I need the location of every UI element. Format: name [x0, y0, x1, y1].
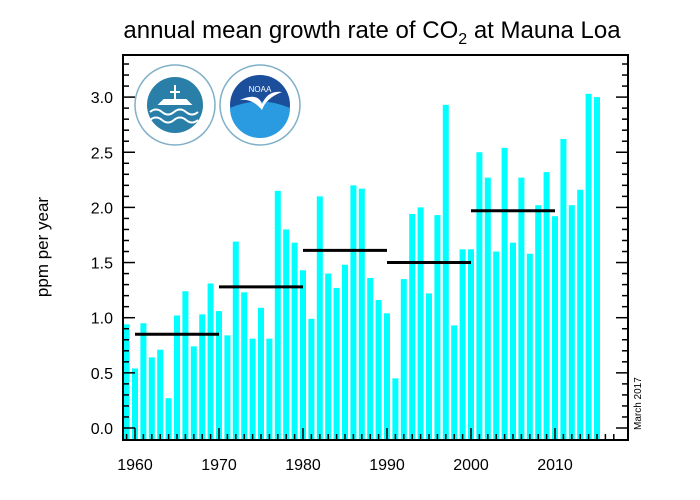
scripps-logo — [134, 64, 216, 146]
bar-2004 — [501, 147, 508, 440]
bar-2000 — [468, 249, 474, 440]
bar-1984 — [333, 287, 340, 440]
bar-1973 — [241, 292, 248, 440]
bar-2011 — [560, 139, 567, 440]
bar-1979 — [291, 242, 298, 440]
bar-1999 — [459, 249, 466, 440]
x-tick-label: 1990 — [369, 457, 405, 474]
bar-2012 — [568, 205, 575, 440]
bar-1974 — [249, 338, 256, 440]
bar-1977 — [274, 190, 281, 440]
x-tick-label: 1980 — [285, 457, 321, 474]
title-main: annual mean growth rate of CO — [123, 17, 458, 44]
bar-1970 — [216, 311, 222, 440]
bar-1965 — [174, 315, 180, 440]
plot-frame — [122, 54, 629, 441]
bar-1987 — [358, 188, 365, 440]
y-tick-label: 1.0 — [91, 311, 113, 328]
x-tick-label: 1960 — [117, 457, 153, 474]
bar-1993 — [409, 214, 416, 440]
bar-1983 — [325, 273, 332, 440]
y-tick-label: 1.5 — [91, 256, 113, 273]
title-suffix: at Mauna Loa — [467, 17, 621, 44]
bar-1976 — [266, 338, 273, 440]
y-tick-label: 2.0 — [91, 200, 113, 217]
bar-2001 — [476, 152, 483, 440]
bar-1985 — [342, 264, 348, 440]
bar-2005 — [510, 242, 516, 440]
date-annotation: March 2017 — [633, 377, 644, 430]
y-tick-label: 0.0 — [91, 421, 113, 438]
bar-1989 — [375, 300, 382, 440]
bar-2015 — [594, 97, 600, 440]
bar-1961 — [140, 323, 147, 440]
y-tick-label: 3.0 — [91, 90, 113, 107]
bar-2003 — [493, 251, 500, 440]
bar-1960 — [132, 368, 138, 440]
bar-1995 — [426, 293, 432, 440]
bar-1990 — [384, 313, 390, 440]
bar-1971 — [224, 335, 231, 440]
bar-1963 — [157, 349, 164, 440]
title-subscript: 2 — [458, 31, 467, 48]
bar-1959 — [123, 324, 130, 440]
bar-2014 — [585, 93, 592, 440]
bar-2002 — [484, 177, 491, 440]
bar-1998 — [451, 325, 458, 440]
noaa-logo: NOAA — [219, 64, 301, 146]
y-axis-label: ppm per year — [33, 197, 52, 297]
chart-title: annual mean growth rate of CO2 at Mauna … — [123, 17, 621, 48]
bar-2010 — [552, 216, 558, 440]
x-tick-label: 2010 — [537, 457, 573, 474]
bar-1978 — [283, 229, 290, 440]
bar-1972 — [232, 241, 239, 440]
bar-1994 — [417, 207, 424, 440]
noaa-logo-text: NOAA — [249, 85, 272, 94]
bar-1968 — [199, 314, 206, 440]
bar-1988 — [367, 277, 374, 440]
bar-1966 — [182, 291, 189, 440]
bar-1967 — [190, 346, 197, 440]
bar-2006 — [518, 177, 525, 440]
bar-1964 — [165, 398, 172, 440]
y-tick-label: 0.5 — [91, 366, 113, 383]
bar-1969 — [207, 283, 214, 440]
x-tick-label: 2000 — [453, 457, 489, 474]
bar-1982 — [316, 196, 323, 440]
x-tick-label: 1970 — [201, 457, 237, 474]
bar-1981 — [308, 318, 315, 440]
bars — [123, 93, 600, 441]
bar-2009 — [543, 172, 550, 440]
bar-1980 — [300, 270, 306, 440]
bar-1975 — [258, 307, 264, 440]
bar-1991 — [392, 378, 399, 440]
bar-2008 — [535, 205, 542, 440]
bar-2013 — [577, 189, 584, 440]
bar-1986 — [350, 185, 357, 440]
bar-1996 — [434, 215, 441, 440]
bar-1962 — [148, 357, 155, 440]
bar-2007 — [526, 253, 533, 440]
bar-1997 — [442, 104, 449, 441]
bar-1992 — [400, 279, 407, 440]
y-tick-label: 2.5 — [91, 145, 113, 162]
decade-means — [135, 209, 555, 336]
